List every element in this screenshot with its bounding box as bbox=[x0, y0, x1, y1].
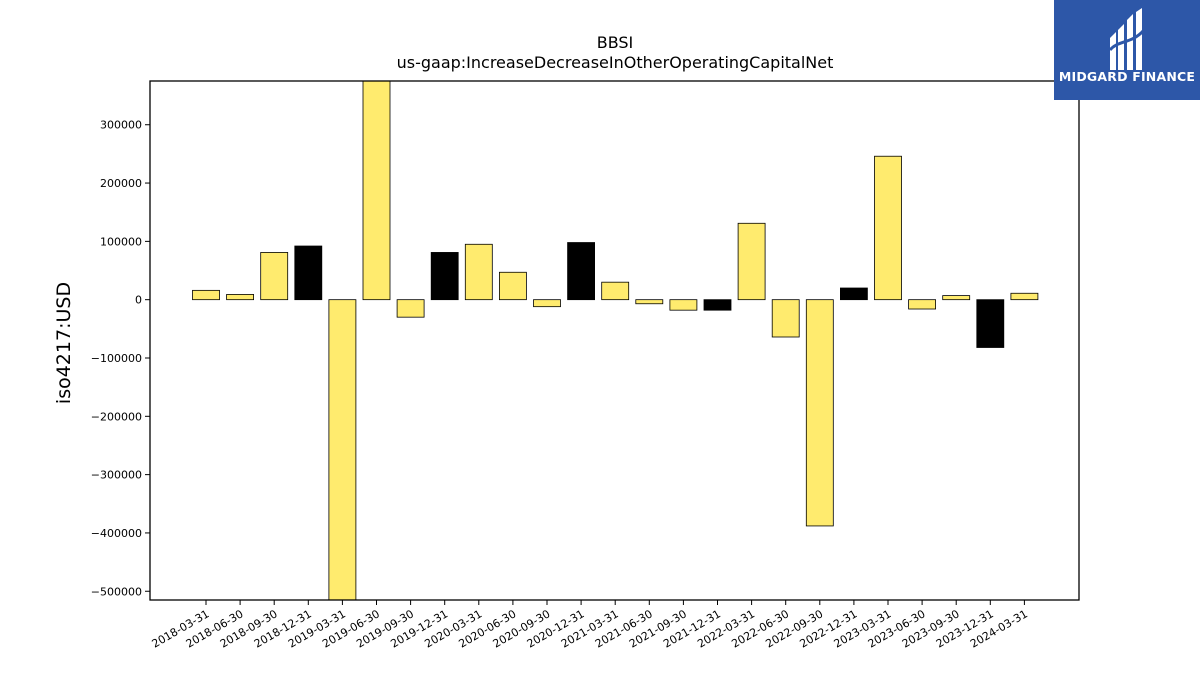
bar-2019-12-31 bbox=[430, 252, 459, 301]
bar-2023-09-30 bbox=[942, 295, 971, 301]
bar-2021-03-31 bbox=[601, 281, 630, 301]
plot-frame bbox=[149, 80, 1080, 601]
bars-group bbox=[192, 80, 1039, 601]
bar-2023-06-30 bbox=[908, 299, 936, 310]
bar-2022-09-30 bbox=[805, 299, 834, 527]
chart-subtitle: us-gaap:IncreaseDecreaseInOtherOperating… bbox=[397, 53, 834, 72]
bar-2018-09-30 bbox=[260, 252, 289, 301]
bar-2020-06-30 bbox=[498, 271, 527, 301]
bar-2024-03-31 bbox=[1010, 292, 1039, 301]
bar-2022-12-31 bbox=[840, 287, 868, 301]
bar-2018-03-31 bbox=[192, 289, 220, 301]
y-tick-label: −200000 bbox=[91, 410, 142, 423]
midgard-logo-icon bbox=[1108, 8, 1146, 70]
bar-2020-12-31 bbox=[567, 242, 595, 301]
bar-2018-06-30 bbox=[226, 294, 255, 301]
y-axis-label: iso4217:USD bbox=[53, 282, 75, 404]
bar-2021-12-31 bbox=[703, 299, 732, 311]
bar-2021-09-30 bbox=[669, 299, 698, 311]
y-tick-label: −100000 bbox=[91, 352, 142, 365]
bar-2019-09-30 bbox=[396, 299, 425, 318]
y-tick-label: 0 bbox=[135, 294, 142, 307]
bar-2020-03-31 bbox=[464, 243, 493, 301]
x-axis-ticks: 2018-03-312018-06-302018-09-302018-12-31… bbox=[150, 600, 1030, 651]
y-tick-label: −300000 bbox=[91, 469, 142, 482]
bar-2018-12-31 bbox=[294, 245, 323, 301]
bar-2023-03-31 bbox=[874, 155, 902, 301]
y-tick-label: −400000 bbox=[91, 527, 142, 540]
midgard-finance-logo: MIDGARD FINANCE bbox=[1054, 0, 1200, 100]
bar-2022-06-30 bbox=[771, 299, 800, 338]
bar-2019-03-31 bbox=[328, 299, 357, 601]
y-tick-label: 200000 bbox=[100, 177, 142, 190]
bar-2022-03-31 bbox=[737, 222, 766, 301]
y-tick-label: 300000 bbox=[100, 119, 142, 132]
y-axis-ticks: 300000 200000 100000 0 −100000 −200000 −300000… bbox=[91, 119, 150, 598]
bar-2020-09-30 bbox=[533, 299, 561, 308]
logo-text: MIDGARD FINANCE bbox=[1058, 69, 1196, 84]
chart-title: BBSI bbox=[597, 33, 634, 52]
y-tick-label: 100000 bbox=[100, 235, 142, 248]
bar-2019-06-30 bbox=[362, 80, 391, 301]
bar-2021-06-30 bbox=[635, 299, 664, 305]
bar-2023-12-31 bbox=[976, 299, 1005, 348]
y-tick-label: −500000 bbox=[91, 585, 142, 598]
